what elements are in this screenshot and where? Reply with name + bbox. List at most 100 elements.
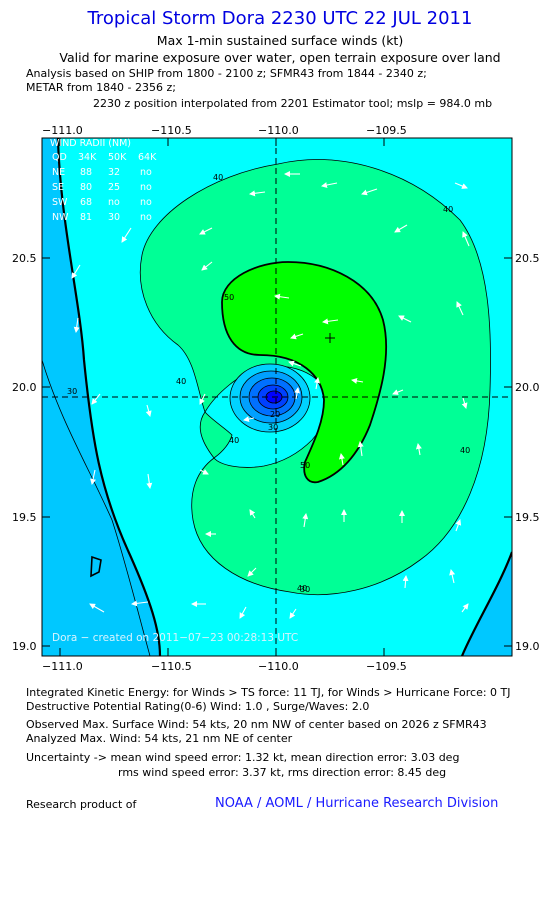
wind-vector-arrow [461, 397, 468, 409]
wind-vector-arrow [247, 567, 257, 577]
wind-vector-arrow [146, 473, 153, 489]
contour-label: 30 [67, 387, 77, 396]
wind-vector-arrow [462, 231, 470, 247]
wind-area-above-50 [221, 261, 388, 484]
wind-vector-arrow [290, 333, 304, 340]
wind-radii-cell: 32 [108, 167, 120, 178]
wind-vector-arrow [274, 293, 290, 300]
y-tick-right-1: 20.0 [515, 381, 540, 394]
observed-line: Observed Max. Surface Wind: 54 kts, 20 n… [26, 718, 487, 731]
wind-vector-arrow [249, 509, 256, 519]
island-shape [90, 555, 102, 578]
wind-vector-arrow [71, 264, 81, 279]
wind-vector-arrow [199, 227, 213, 235]
wind-radii-cell: NW [52, 212, 69, 223]
wind-radii-cell: no [140, 182, 152, 193]
wind-vector-arrow [289, 608, 297, 619]
wind-vector-arrow [314, 377, 321, 390]
wind-vector-arrow [243, 416, 255, 422]
wind-vector-arrow [456, 301, 464, 316]
wind-radii-cell: 30 [108, 212, 120, 223]
wind-radii-cell: 88 [80, 167, 92, 178]
x-tick-bottom-0: −111.0 [42, 660, 83, 673]
x-tick-top-3: −109.5 [366, 124, 407, 137]
wind-radii-cell: 80 [80, 182, 92, 193]
contour-label: 50 [300, 461, 310, 470]
contour-label: 40 [297, 584, 307, 593]
plot-frame [41, 137, 513, 657]
analysis-line-1: Analysis based on SHIP from 1800 - 2100 … [26, 67, 427, 80]
wind-radii-cell: SE [52, 182, 64, 193]
wind-vector-arrow [398, 315, 412, 323]
wind-radii-col-64k: 64K [138, 152, 157, 163]
wind-vector-arrow [461, 603, 469, 613]
wind-radii-cell: NE [52, 167, 65, 178]
contour-34kt-left [56, 138, 162, 656]
wind-vector-arrow [322, 318, 339, 325]
wind-vector-arrow [131, 600, 149, 607]
wind-vector-arrow [249, 190, 266, 197]
wind-vector-arrow [392, 389, 404, 395]
wind-radii-cell: no [140, 167, 152, 178]
contour-label: 40 [229, 436, 239, 445]
research-label: Research product of [26, 798, 137, 811]
wind-vector-arrow [361, 188, 378, 196]
wind-radii-cell: SW [52, 197, 68, 208]
map-subtitle: Max 1-min sustained surface winds (kt) [156, 33, 404, 48]
noaa-link[interactable]: NOAA / AOML / Hurricane Research Divisio… [215, 796, 499, 811]
x-tick-top-2: −110.0 [258, 124, 299, 137]
y-tick-right-0: 20.5 [515, 252, 540, 265]
contour-label: 40 [176, 377, 186, 386]
valid-note: Valid for marine exposure over water, op… [59, 50, 501, 65]
y-tick-right-3: 19.0 [515, 640, 540, 653]
uncertainty-line-1: Uncertainty -> mean wind speed error: 1.… [26, 751, 460, 764]
wind-vector-arrow [294, 387, 301, 400]
wind-vector-arrow [302, 513, 309, 528]
wind-vector-arrow [239, 606, 247, 619]
wind-vector-arrow [321, 182, 338, 188]
wind-vector-arrow [90, 469, 96, 485]
wind-radii-cell: no [108, 197, 120, 208]
max-wind-marker [325, 333, 335, 343]
contour-label: 50 [224, 293, 234, 302]
wind-vector-arrow [201, 261, 213, 271]
contour-34kt-right [460, 551, 512, 656]
wind-radii-table: WIND RADII (NM) QD 34K 50K 64K NE 88 32 no S… [50, 138, 157, 223]
analyzed-line: Analyzed Max. Wind: 54 kts, 21 nm NE of … [26, 732, 293, 745]
wind-radii-title: WIND RADII (NM) [50, 138, 131, 149]
wind-radii-col-34k: 34K [78, 152, 97, 163]
x-tick-bottom-1: −110.5 [151, 660, 192, 673]
wind-vector-arrow [288, 360, 302, 367]
x-tick-bottom-3: −109.5 [366, 660, 407, 673]
wind-vector-arrow [402, 575, 409, 589]
wind-vector-arrow [338, 453, 345, 466]
wind-radii-cell: no [140, 197, 152, 208]
wind-vector-arrow [449, 569, 456, 584]
ike-line: Integrated Kinetic Energy: for Winds > T… [26, 686, 511, 699]
wind-vector-arrow [454, 182, 468, 189]
dpr-line: Destructive Potential Rating(0-6) Wind: … [26, 700, 370, 713]
wind-vector-arrow [351, 377, 364, 384]
position-note: 2230 z position interpolated from 2201 E… [93, 97, 493, 110]
y-tick-left-0: 20.5 [12, 252, 37, 265]
map-title: Tropical Storm Dora 2230 UTC 22 JUL 2011 [87, 8, 473, 29]
wind-vector-arrow [91, 393, 101, 405]
wind-vector-arrow [455, 519, 462, 532]
wind-vector-arrow [89, 603, 105, 613]
y-tick-right-2: 19.5 [515, 511, 540, 524]
wind-radii-cell: 25 [108, 182, 120, 193]
wind-arrows [71, 171, 470, 619]
contour-30kt [42, 359, 151, 656]
wind-vector-arrow [121, 227, 132, 243]
analysis-line-2: METAR from 1840 - 2356 z; [26, 81, 176, 94]
y-tick-left-1: 20.0 [12, 381, 37, 394]
wind-vector-arrow [73, 317, 80, 333]
contour-label: 30 [268, 423, 278, 432]
wind-vector-arrow [199, 469, 209, 475]
contour-label: 40 [213, 173, 223, 182]
uncertainty-line-2: rms wind speed error: 3.37 kt, rms direc… [118, 766, 447, 779]
wind-vector-arrow [415, 443, 422, 456]
wind-radii-cell: 68 [80, 197, 92, 208]
wind-vector-arrow [357, 441, 364, 457]
